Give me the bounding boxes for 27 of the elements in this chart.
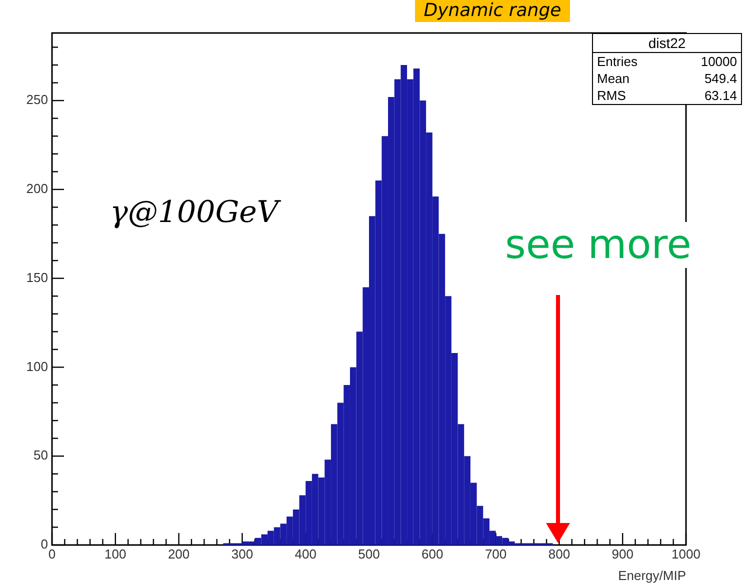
y-tick-label: 200	[26, 181, 48, 196]
chart-title: Dynamic range	[415, 0, 570, 22]
annotation: Entries	[596, 53, 638, 70]
x-tick-label: 600	[422, 546, 444, 562]
x-tick-label: 700	[484, 546, 507, 562]
annotation: RMS	[596, 87, 627, 104]
x-tick-label: 200	[168, 546, 190, 562]
x-tick-label: 900	[612, 546, 634, 562]
text: 549.4	[703, 70, 738, 87]
y-tick-label: 250	[26, 92, 48, 108]
x-tick-label: 500	[358, 546, 380, 562]
y-tick-label: 100	[26, 358, 48, 374]
text: 10000	[700, 53, 738, 70]
annotation: see more	[505, 222, 692, 268]
annotation: γ@100GeV	[110, 195, 279, 230]
annotation: dist22	[592, 34, 742, 52]
x-tick-label: 800	[548, 546, 570, 562]
x-axis-title: Energy/MIP	[618, 568, 686, 583]
x-tick-label: 1000	[672, 546, 700, 562]
text: 63.14	[703, 87, 738, 104]
y-tick-label: 50	[34, 448, 48, 463]
x-tick-label: 300	[231, 546, 254, 562]
x-tick-label: 400	[294, 546, 316, 562]
x-tick-label: 100	[104, 546, 126, 562]
y-tick-label: 150	[26, 270, 48, 285]
y-tick-label: 0	[40, 536, 48, 552]
annotation: Mean	[596, 70, 631, 87]
